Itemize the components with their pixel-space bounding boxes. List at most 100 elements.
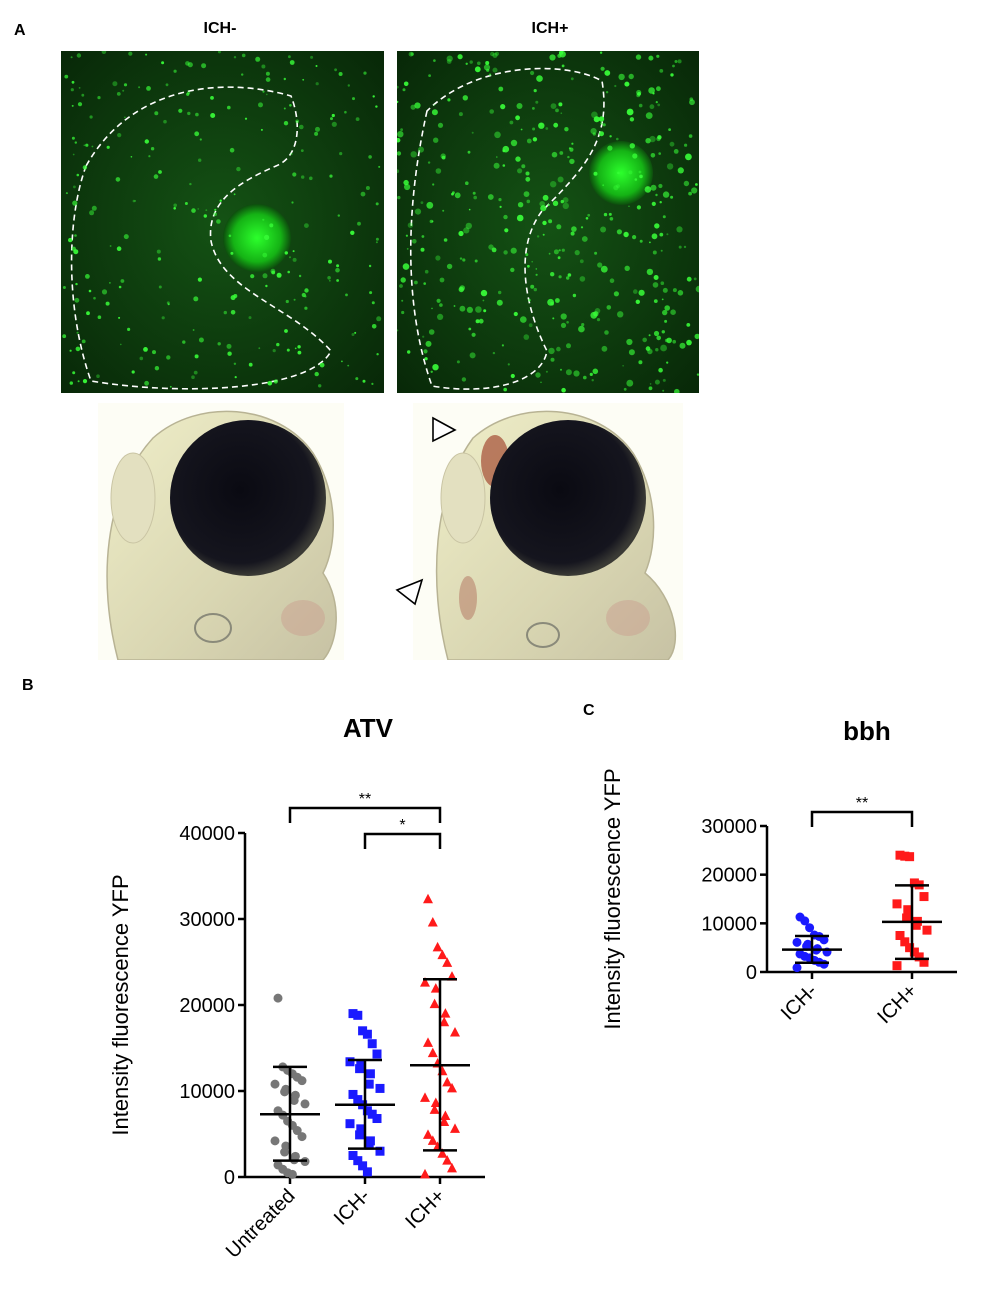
- fluorescent-cell: [439, 277, 445, 283]
- fluorescent-cell: [120, 279, 125, 283]
- fluorescent-cell: [234, 376, 237, 379]
- fluorescent-cell: [492, 67, 498, 73]
- fluorescent-cell: [337, 214, 340, 217]
- fluorescent-cell: [435, 255, 441, 261]
- fluorescent-cell: [105, 301, 110, 306]
- fluorescent-cell: [397, 329, 399, 332]
- fluorescent-cell: [283, 77, 286, 81]
- fluorescent-cell: [673, 149, 679, 154]
- fluorescent-cell: [459, 305, 466, 312]
- fluorescent-cell: [558, 249, 561, 252]
- fluorescent-cell: [520, 316, 527, 323]
- data-point: [280, 1147, 290, 1157]
- fluorescent-cell: [561, 387, 566, 393]
- fluorescent-cell: [134, 200, 136, 202]
- fluorescent-cell: [148, 155, 151, 158]
- fluorescent-cell: [414, 280, 418, 285]
- fluorescent-cell: [284, 251, 288, 255]
- fluorescent-cell: [74, 234, 77, 237]
- brain-outline: [410, 67, 605, 390]
- data-point: [348, 1009, 358, 1019]
- data-point: [375, 1146, 385, 1156]
- fluorescent-cell: [302, 78, 305, 81]
- fluorescent-cell: [86, 311, 90, 316]
- fluorescent-cell: [510, 247, 517, 254]
- fluorescent-cell: [685, 153, 692, 161]
- fluorescent-cell: [488, 73, 492, 76]
- fluorescent-cell: [319, 362, 325, 368]
- fluorescent-cell: [272, 349, 276, 353]
- fluorescent-cell: [298, 274, 302, 278]
- fluorescent-cell: [662, 309, 668, 316]
- y-tick-label: 20000: [701, 865, 757, 887]
- fluorescent-cell: [483, 309, 487, 313]
- fluorescent-cell: [490, 51, 495, 57]
- fluorescent-cell: [644, 186, 652, 193]
- fluorescent-cell: [144, 380, 149, 386]
- fluorescent-cell: [269, 223, 274, 228]
- fluorescent-cell: [672, 288, 677, 293]
- fluorescent-cell: [250, 274, 255, 279]
- fluorescent-cell: [201, 63, 207, 69]
- fluorescent-cell: [217, 51, 221, 54]
- data-point: [430, 1097, 441, 1108]
- fluorescent-cell: [304, 295, 307, 298]
- fluorescent-cell: [283, 121, 289, 126]
- fluorescent-cell: [545, 370, 548, 373]
- data-point: [289, 1095, 299, 1105]
- data-point: [287, 1169, 297, 1179]
- fluorescent-cell: [536, 235, 540, 238]
- fluorescent-cell: [115, 177, 121, 182]
- fluorescent-cell: [304, 288, 309, 293]
- fluorescent-cell: [77, 380, 80, 383]
- fluorescent-cell: [626, 108, 634, 116]
- fluorescent-cell: [566, 343, 571, 349]
- fluorescent-cell: [329, 280, 331, 282]
- y-tick-label: 0: [224, 1167, 235, 1189]
- fluorescent-cell: [72, 371, 76, 375]
- data-point: [362, 1167, 372, 1177]
- fluorescent-cell: [515, 115, 520, 121]
- data-point: [270, 1079, 280, 1089]
- fluorescent-cell: [597, 262, 603, 268]
- x-tick-label: ICH-: [330, 1185, 375, 1230]
- fluorescent-cell: [304, 306, 308, 310]
- fluorescent-cell: [408, 51, 414, 57]
- fluorescent-cell: [530, 284, 535, 289]
- fluorescent-cell: [401, 299, 404, 302]
- fluorescent-cell: [560, 322, 567, 328]
- fluorescent-cell: [198, 158, 202, 162]
- fluorescent-cell: [649, 383, 652, 385]
- fluorescent-cell: [262, 218, 265, 221]
- fluorescent-cell: [82, 165, 88, 170]
- fluorescent-cell: [244, 117, 248, 120]
- fluorescent-cell: [336, 264, 340, 268]
- fluorescent-cell: [152, 350, 156, 355]
- fluorescent-cell: [315, 126, 320, 132]
- fluorescent-cell: [437, 313, 444, 320]
- fluorescent-cell: [260, 128, 263, 131]
- fluorescent-cell: [548, 347, 555, 355]
- fluorescent-cell: [677, 59, 682, 64]
- fluorescent-cell: [186, 92, 190, 96]
- fluorescent-cell: [592, 368, 599, 375]
- fluorescent-cell: [661, 298, 664, 301]
- data-point: [919, 892, 929, 902]
- fluorescent-cell: [397, 100, 399, 104]
- fluorescent-cell: [555, 298, 560, 303]
- data-point: [909, 947, 919, 957]
- brightfield-image-ich-plus: [413, 403, 683, 660]
- fluorescent-cell: [178, 108, 183, 113]
- fluorescent-cell: [670, 73, 674, 77]
- fluorescent-cell: [540, 381, 542, 384]
- y-tick-label: 40000: [179, 823, 235, 845]
- panel-b-label: B: [22, 677, 34, 694]
- fluorescent-cell: [97, 96, 101, 100]
- fluorescent-cell: [194, 131, 200, 137]
- fluorescent-cell: [354, 331, 357, 334]
- fluorescent-cell: [230, 251, 234, 255]
- fluorescent-cell: [650, 153, 656, 158]
- fluorescent-cell: [431, 307, 433, 310]
- fluorescent-cell: [334, 68, 337, 72]
- fluorescent-cell: [659, 201, 662, 204]
